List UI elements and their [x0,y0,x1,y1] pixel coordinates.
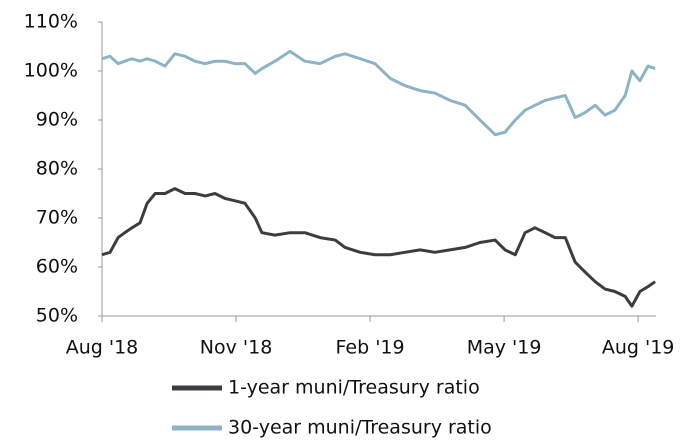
y-tick-label: 70% [36,207,78,229]
x-tick-label: Feb '19 [336,337,405,359]
y-tick-label: 110% [24,11,78,33]
legend-label: 1-year muni/Treasury ratio [228,377,480,399]
y-tick-label: 90% [36,109,78,131]
series-line [101,187,656,308]
x-tick-label: May '19 [467,337,542,359]
x-tick-label: Nov '18 [200,337,273,359]
y-tick-label: 100% [24,60,78,82]
x-tick-label: Aug '18 [66,337,139,359]
y-tick-label: 80% [36,158,78,180]
x-tick-label: Aug '19 [602,337,675,359]
y-tick-label: 60% [36,256,78,278]
legend-label: 30-year muni/Treasury ratio [228,417,492,439]
series-line [101,49,656,137]
y-tick-label: 50% [36,305,78,327]
